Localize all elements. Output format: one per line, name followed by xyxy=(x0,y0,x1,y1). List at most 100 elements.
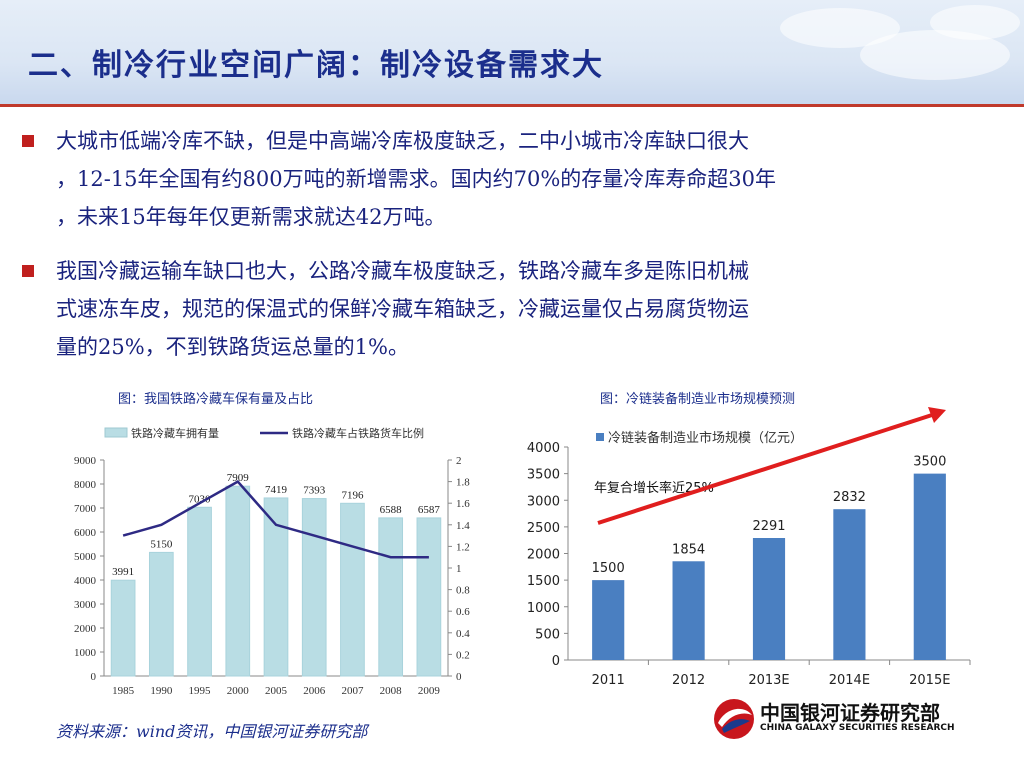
bar-value-label: 3991 xyxy=(112,566,134,578)
bullet-square-icon xyxy=(22,265,34,277)
x-tick-label: 2011 xyxy=(592,673,625,688)
y2-tick-label: 0.4 xyxy=(456,628,470,640)
y2-tick-label: 0 xyxy=(456,671,462,683)
bullet-line: 式速冻车皮，规范的保温式的保鲜冷藏车箱缺乏，冷藏运量仅占易腐货物运 xyxy=(56,297,749,321)
bar xyxy=(340,502,365,677)
y-tick-label: 0 xyxy=(91,671,97,683)
bar-value-label: 6588 xyxy=(380,504,403,516)
right-chart-caption: 图：冷链装备制造业市场规模预测 xyxy=(600,392,796,407)
y2-tick-label: 1 xyxy=(456,563,462,575)
y-tick-label: 7000 xyxy=(74,503,97,515)
y2-tick-label: 0.8 xyxy=(456,585,470,597)
bar xyxy=(913,473,946,660)
bar-value-label: 7909 xyxy=(227,472,250,484)
bar xyxy=(187,506,212,677)
y-tick-label: 2000 xyxy=(527,548,560,563)
y-tick-label: 3000 xyxy=(74,599,97,611)
y-tick-label: 4000 xyxy=(74,575,97,587)
y2-tick-label: 1.4 xyxy=(456,520,470,532)
bullet-text: 大城市低端冷库不缺，但是中高端冷库极度缺乏，二中小城市冷库缺口很大 ，12-15… xyxy=(56,122,1006,236)
x-tick-label: 2005 xyxy=(265,685,288,697)
bar xyxy=(225,485,251,677)
bullet-item: 我国冷藏运输车缺口也大，公路冷藏车极度缺乏，铁路冷藏车多是陈旧机械 式速冻车皮，… xyxy=(22,252,1002,372)
y-tick-label: 5000 xyxy=(74,551,97,563)
bar xyxy=(592,580,625,660)
rail-refrigerated-car-chart: 铁路冷藏车拥有量 铁路冷藏车占铁路货车比例 0 1000 2000 3000 4000 500… xyxy=(74,426,470,697)
x-tick-label: 2014E xyxy=(829,673,870,688)
cloud-decoration xyxy=(930,5,1020,40)
y-tick-label: 9000 xyxy=(74,455,97,467)
bar xyxy=(752,538,786,660)
bullet-line: ，未来15年每年仅更新需求就达42万吨。 xyxy=(56,205,446,229)
galaxy-logo-icon xyxy=(714,699,754,739)
cold-chain-market-chart: 冷链装备制造业市场规模（亿元） 0 500 1000 1500 2000 2500 3000 3… xyxy=(527,407,971,688)
bullet-line: 量的25%，不到铁路货运总量的1%。 xyxy=(56,335,409,359)
y-tick-label: 1500 xyxy=(527,574,560,589)
x-tick-label: 2006 xyxy=(303,685,326,697)
bar xyxy=(378,517,404,677)
x-tick-label: 2000 xyxy=(227,685,250,697)
y2-tick-label: 1.8 xyxy=(456,477,470,489)
logo-text-cn: 中国银河证券研究部 xyxy=(760,701,940,725)
ratio-line xyxy=(122,480,429,559)
x-tick-label: 2007 xyxy=(341,685,364,697)
y-tick-label: 3500 xyxy=(527,468,560,483)
y-tick-label: 2000 xyxy=(74,623,97,635)
y-tick-label: 6000 xyxy=(74,527,97,539)
trend-arrow-head-icon xyxy=(928,407,946,423)
header-divider xyxy=(0,104,1024,107)
bar xyxy=(833,509,866,660)
bar-value-label: 7419 xyxy=(265,484,288,496)
page-title: 二、制冷行业空间广阔：制冷设备需求大 xyxy=(28,48,604,83)
x-tick-label: 1995 xyxy=(189,685,212,697)
y2-tick-label: 1.6 xyxy=(456,498,470,510)
bullet-line: ，12-15年全国有约800万吨的新增需求。国内约70%的存量冷库寿命超30年 xyxy=(56,167,777,191)
bullet-text: 我国冷藏运输车缺口也大，公路冷藏车极度缺乏，铁路冷藏车多是陈旧机械 式速冻车皮，… xyxy=(56,252,1006,366)
y-tick-label: 500 xyxy=(535,627,560,642)
legend-swatch xyxy=(596,433,604,441)
legend-swatch-bars xyxy=(104,427,128,438)
y-tick-label: 1000 xyxy=(74,647,97,659)
bar xyxy=(148,551,174,677)
bullet-line: 我国冷藏运输车缺口也大，公路冷藏车极度缺乏，铁路冷藏车多是陈旧机械 xyxy=(56,259,749,283)
x-tick-label: 2013E xyxy=(748,673,789,688)
y2-tick-label: 0.2 xyxy=(456,649,470,661)
left-chart-caption: 图：我国铁路冷藏车保有量及占比 xyxy=(118,392,314,407)
logo-text-en: CHINA GALAXY SECURITIES RESEARCH xyxy=(760,723,955,733)
source-note: 资料来源：wind资讯，中国银河证券研究部 xyxy=(56,722,368,741)
legend-label-line: 铁路冷藏车占铁路货车比例 xyxy=(292,426,424,440)
x-tick-label: 2008 xyxy=(380,685,403,697)
bar xyxy=(416,517,442,677)
y2-tick-label: 2 xyxy=(456,455,462,467)
bar-value-label: 1500 xyxy=(592,561,625,576)
bullet-square-icon xyxy=(22,135,34,147)
y-tick-label: 4000 xyxy=(527,441,560,456)
bullet-line: 大城市低端冷库不缺，但是中高端冷库极度缺乏，二中小城市冷库缺口很大 xyxy=(56,129,749,153)
x-tick-label: 2012 xyxy=(672,673,705,688)
growth-annotation: 年复合增长率近25% xyxy=(594,480,714,496)
bar-value-label: 7196 xyxy=(341,489,364,501)
bar-value-label: 2832 xyxy=(833,490,866,505)
y-tick-label: 0 xyxy=(552,654,560,669)
bar-value-label: 5150 xyxy=(150,538,173,550)
y2-tick-label: 0.6 xyxy=(456,606,470,618)
bar xyxy=(301,498,327,677)
bar xyxy=(263,497,289,677)
x-tick-label: 1985 xyxy=(112,685,135,697)
x-tick-label: 2015E xyxy=(909,673,950,688)
bar xyxy=(672,561,705,660)
bar-value-label: 2291 xyxy=(752,519,785,534)
header-banner xyxy=(0,0,1024,104)
x-tick-label: 1990 xyxy=(150,685,173,697)
bar xyxy=(110,579,136,677)
bar-value-label: 6587 xyxy=(418,504,441,516)
bar-value-label: 7393 xyxy=(303,485,326,497)
legend-label: 冷链装备制造业市场规模（亿元） xyxy=(608,430,803,446)
bar-value-label: 3500 xyxy=(913,455,946,470)
trend-arrow-line xyxy=(597,413,933,525)
y2-tick-label: 1.2 xyxy=(456,541,470,553)
y-tick-label: 2500 xyxy=(527,521,560,536)
legend-label-bars: 铁路冷藏车拥有量 xyxy=(131,426,219,440)
y-tick-label: 1000 xyxy=(527,601,560,616)
bar-value-label: 7030 xyxy=(189,493,212,505)
